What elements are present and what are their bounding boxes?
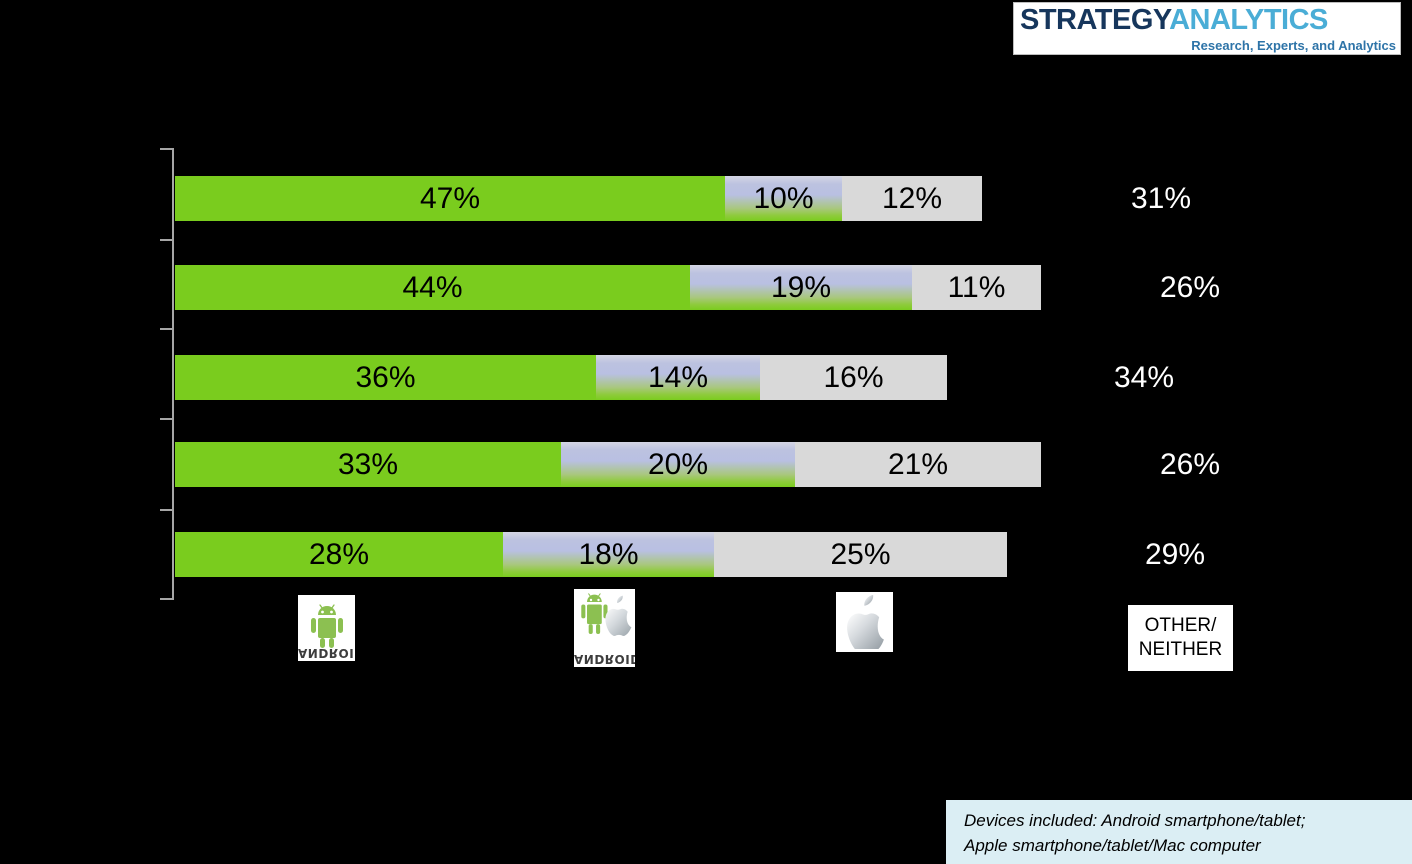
android-robot-icon — [310, 604, 343, 648]
bar-label-other-1: 31% — [1131, 182, 1192, 215]
bar-segment-both-4[interactable]: 20% — [561, 442, 795, 487]
bar-label-other-2: 26% — [1160, 271, 1221, 304]
y-axis-tick-1 — [160, 239, 173, 241]
bar-label-other-3: 34% — [1114, 361, 1175, 394]
bar-segment-apple-3[interactable]: 16% — [760, 355, 947, 400]
bar-segment-apple-4[interactable]: 21% — [795, 442, 1041, 487]
bar-segment-both-1[interactable]: 10% — [725, 176, 842, 221]
bar-row-5: 28% 18% 25% — [175, 532, 1007, 577]
logo-analytics-text: ANALYTICS — [1169, 3, 1328, 36]
category-icon-android[interactable]: ANDROID — [298, 595, 355, 661]
bar-segment-android-4[interactable]: 33% — [175, 442, 561, 487]
android-wordmark-partial: ANDROID — [574, 652, 635, 666]
bar-label-other-5: 29% — [1145, 538, 1206, 571]
y-axis-tick-2 — [160, 328, 173, 330]
category-icon-android-and-apple[interactable]: ANDROID — [574, 589, 635, 667]
devices-note-line1: Devices included: Android smartphone/tab… — [964, 811, 1306, 830]
devices-included-note: Devices included: Android smartphone/tab… — [946, 800, 1412, 864]
devices-note-line2: Apple smartphone/tablet/Mac computer — [964, 836, 1261, 855]
other-neither-line2: NEITHER — [1138, 639, 1223, 660]
bar-segment-android-3[interactable]: 36% — [175, 355, 596, 400]
logo-tagline: Research, Experts, and Analytics — [1191, 37, 1396, 53]
bar-segment-both-3[interactable]: 14% — [596, 355, 760, 400]
android-and-apple-icon — [581, 593, 632, 636]
logo-wordmark: STRATEGYANALYTICS — [1020, 3, 1328, 36]
bar-segment-both-2[interactable]: 19% — [690, 265, 912, 310]
bar-row-2: 44% 19% 11% — [175, 265, 1041, 310]
apple-logo-icon — [846, 595, 884, 649]
bar-segment-both-5[interactable]: 18% — [503, 532, 714, 577]
bar-row-1: 47% 10% 12% — [175, 176, 982, 221]
other-neither-line1: OTHER/ — [1144, 615, 1217, 636]
strategy-analytics-logo: STRATEGYANALYTICS Research, Experts, and… — [1013, 2, 1401, 55]
y-axis-tick-5 — [160, 598, 173, 600]
y-axis-line — [172, 148, 174, 600]
y-axis-tick-4 — [160, 509, 173, 511]
bar-segment-android-5[interactable]: 28% — [175, 532, 503, 577]
android-wordmark: ANDROID — [298, 646, 355, 660]
bar-label-other-4: 26% — [1160, 448, 1221, 481]
category-label-other-neither[interactable]: OTHER/ NEITHER — [1128, 605, 1233, 671]
y-axis-tick-3 — [160, 418, 173, 420]
bar-segment-apple-5[interactable]: 25% — [714, 532, 1007, 577]
bar-row-3: 36% 14% 16% — [175, 355, 947, 400]
bar-segment-android-1[interactable]: 47% — [175, 176, 725, 221]
bar-segment-android-2[interactable]: 44% — [175, 265, 690, 310]
y-axis-tick-0 — [160, 148, 173, 150]
bar-segment-apple-1[interactable]: 12% — [842, 176, 982, 221]
bar-segment-apple-2[interactable]: 11% — [912, 265, 1041, 310]
logo-strategy-text: STRATEGY — [1020, 3, 1170, 36]
bar-row-4: 33% 20% 21% — [175, 442, 1041, 487]
category-icon-apple[interactable] — [836, 592, 893, 652]
